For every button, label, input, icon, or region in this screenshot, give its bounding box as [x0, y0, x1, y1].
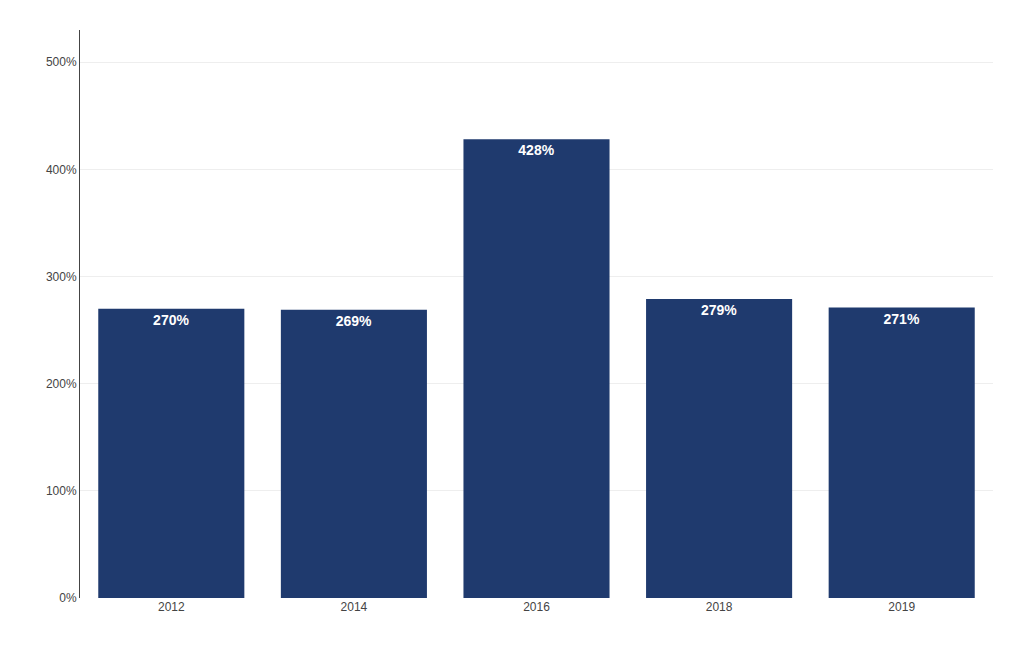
svg-text:2014: 2014: [341, 600, 368, 614]
svg-text:500%: 500%: [46, 55, 77, 69]
svg-text:2019: 2019: [888, 600, 915, 614]
svg-text:0%: 0%: [59, 591, 77, 605]
svg-text:200%: 200%: [46, 377, 77, 391]
svg-text:300%: 300%: [46, 270, 77, 284]
svg-text:279%: 279%: [701, 302, 737, 318]
svg-text:100%: 100%: [46, 484, 77, 498]
svg-text:270%: 270%: [153, 312, 189, 328]
svg-text:2012: 2012: [158, 600, 185, 614]
svg-text:2016: 2016: [523, 600, 550, 614]
svg-text:428%: 428%: [518, 142, 554, 158]
svg-text:400%: 400%: [46, 163, 77, 177]
svg-text:271%: 271%: [884, 311, 920, 327]
svg-text:269%: 269%: [336, 313, 372, 329]
svg-text:2018: 2018: [706, 600, 733, 614]
